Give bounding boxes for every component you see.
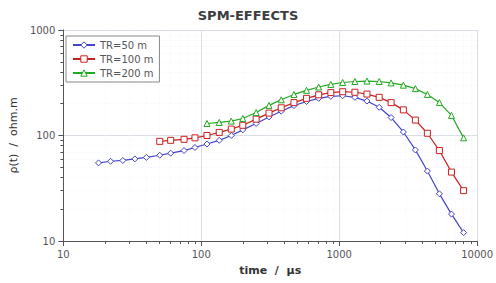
- svg-text:ρ(t) / ohm.m: ρ(t) / ohm.m: [7, 97, 20, 173]
- svg-text:100: 100: [36, 130, 55, 141]
- svg-text:TR=100 m: TR=100 m: [99, 54, 153, 65]
- svg-text:1000: 1000: [30, 25, 55, 36]
- svg-text:TR=50 m: TR=50 m: [99, 40, 147, 51]
- svg-text:1000: 1000: [326, 249, 351, 260]
- svg-text:100: 100: [192, 249, 211, 260]
- svg-text:TR=200 m: TR=200 m: [99, 68, 153, 79]
- svg-text:SPM-EFFECTS: SPM-EFFECTS: [198, 8, 299, 23]
- svg-text:10: 10: [57, 249, 70, 260]
- svg-text:10000: 10000: [461, 249, 493, 260]
- svg-text:time / μs: time / μs: [239, 264, 301, 277]
- svg-text:10: 10: [43, 236, 56, 247]
